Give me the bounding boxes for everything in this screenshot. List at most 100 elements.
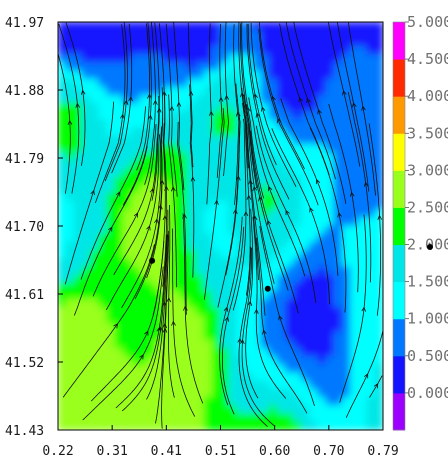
- field-cell: [252, 22, 262, 31]
- field-cell: [171, 396, 181, 407]
- field-cell: [163, 421, 173, 430]
- field-cell: [211, 217, 222, 227]
- field-cell: [285, 29, 295, 40]
- field-cell: [65, 307, 75, 317]
- field-cell: [220, 103, 230, 113]
- streamline: [339, 214, 367, 403]
- x-axis: 0.22 0.31 0.41 0.51 0.60 0.70 0.79: [42, 425, 399, 459]
- streamline: [223, 22, 229, 177]
- field-cell: [374, 307, 383, 317]
- field-cell: [374, 339, 383, 350]
- field-cell: [195, 405, 205, 415]
- field-cell: [276, 201, 287, 211]
- field-cell: [122, 315, 132, 325]
- field-cell: [260, 258, 270, 268]
- field-cell: [317, 290, 327, 301]
- field-cell: [366, 29, 376, 40]
- field-cell: [130, 152, 140, 162]
- field-cell: [341, 396, 352, 407]
- field-cell: [366, 331, 376, 341]
- field-cell: [276, 380, 287, 390]
- field-cell: [65, 323, 75, 333]
- field-cell: [285, 315, 295, 325]
- field-cell: [171, 152, 181, 162]
- field-cell: [350, 70, 360, 80]
- field-cell: [98, 421, 108, 430]
- field-cell: [146, 103, 157, 113]
- field-cell: [146, 421, 157, 430]
- field-cell: [374, 413, 383, 423]
- field-cell: [179, 54, 189, 64]
- field-cell: [195, 45, 205, 56]
- field-cell: [301, 339, 311, 350]
- field-cell: [366, 225, 376, 235]
- field-cell: [350, 388, 360, 399]
- field-cell: [374, 217, 383, 227]
- field-cell: [171, 421, 181, 430]
- field-cell: [187, 62, 197, 72]
- field-cell: [179, 396, 189, 407]
- field-cell: [81, 331, 92, 341]
- field-cell: [333, 119, 344, 129]
- field-cell: [146, 119, 157, 129]
- field-cell: [285, 184, 295, 195]
- field-cell: [98, 86, 108, 97]
- field-cell: [187, 176, 197, 186]
- field-cell: [155, 233, 165, 244]
- field-cell: [211, 315, 222, 325]
- field-cell: [341, 405, 352, 415]
- field-cell: [179, 103, 189, 113]
- field-cell: [122, 388, 132, 399]
- field-cell: [81, 249, 92, 260]
- field-cell: [146, 388, 157, 399]
- field-cell: [301, 249, 311, 260]
- field-cell: [171, 37, 181, 48]
- field-cell: [350, 290, 360, 301]
- field-cell: [146, 290, 157, 301]
- field-cell: [114, 103, 124, 113]
- field-cell: [155, 315, 165, 325]
- field-cell: [90, 315, 100, 325]
- field-cell: [268, 339, 279, 350]
- field-cell: [228, 372, 238, 382]
- field-cell: [195, 168, 205, 178]
- field-cell: [333, 413, 344, 423]
- field-cell: [268, 201, 279, 211]
- streamline: [241, 247, 275, 426]
- field-cell: [268, 315, 279, 325]
- field-cell: [228, 315, 238, 325]
- field-cell: [220, 233, 230, 244]
- field-cell: [163, 372, 173, 382]
- field-cell: [276, 209, 287, 219]
- field-cell: [171, 127, 181, 137]
- field-cell: [276, 78, 287, 88]
- field-cell: [309, 54, 319, 64]
- field-cell: [195, 37, 205, 48]
- field-cell: [309, 45, 319, 56]
- field-cell: [114, 225, 124, 235]
- field-cell: [73, 241, 84, 252]
- field-cell: [58, 315, 67, 325]
- field-cell: [244, 380, 254, 390]
- colorbar-label: 3.000: [407, 161, 448, 179]
- field-cell: [341, 176, 352, 186]
- field-cell: [90, 372, 100, 382]
- field-cell: [260, 396, 270, 407]
- field-cell: [187, 217, 197, 227]
- field-cell: [260, 347, 270, 358]
- field-cell: [106, 62, 116, 72]
- field-cell: [106, 22, 116, 31]
- colorbar-label: 0.000: [407, 384, 448, 402]
- field-cell: [81, 22, 92, 31]
- field-cell: [341, 103, 352, 113]
- field-cell: [252, 94, 262, 105]
- field-cell: [268, 258, 279, 268]
- field-cell: [228, 225, 238, 235]
- field-cell: [260, 388, 270, 399]
- field-cell: [317, 274, 327, 284]
- field-cell: [98, 290, 108, 301]
- field-cell: [317, 54, 327, 64]
- field-cell: [341, 70, 352, 80]
- field-cell: [293, 22, 303, 31]
- streamline-arrow: [176, 101, 182, 107]
